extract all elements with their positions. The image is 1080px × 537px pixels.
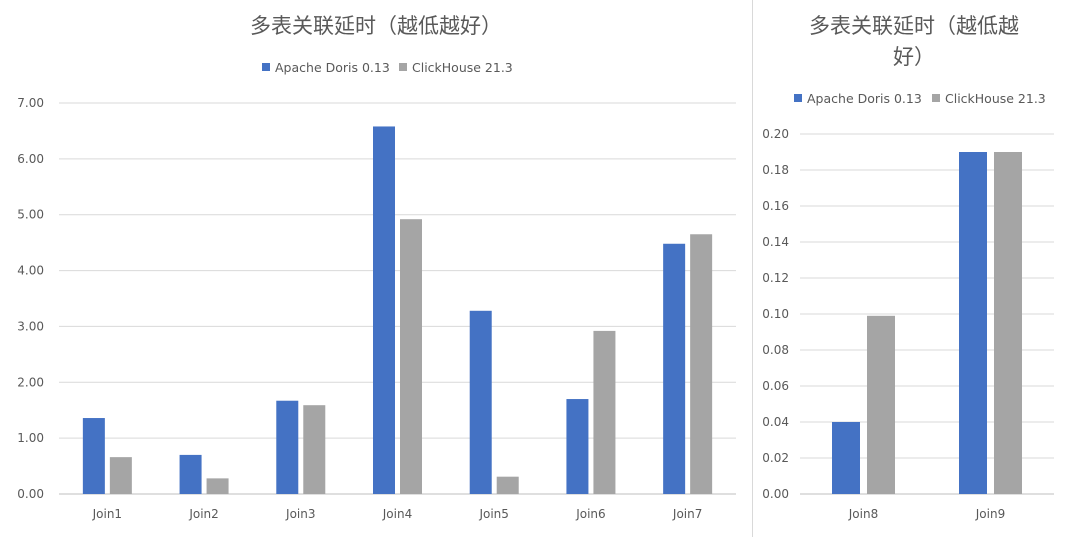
x-category-label: Join8 xyxy=(848,507,878,521)
bar-join2-clickhouse xyxy=(206,478,229,494)
y-tick-label: 7.00 xyxy=(17,96,44,110)
y-tick-label: 0.16 xyxy=(762,199,789,213)
x-category-label: Join1 xyxy=(92,507,122,521)
y-tick-label: 2.00 xyxy=(17,375,44,389)
chart-title-line: 好） xyxy=(893,45,935,69)
bar-join9-doris xyxy=(959,152,987,494)
bar-join1-clickhouse xyxy=(109,457,132,494)
legend-label-clickhouse: ClickHouse 21.3 xyxy=(945,91,1046,106)
y-tick-label: 0.00 xyxy=(17,487,44,501)
chart-right-svg: 多表关联延时（越低越好） Apache Doris 0.13 ClickHouse … xyxy=(762,14,1054,521)
y-tick-label: 0.14 xyxy=(762,235,789,249)
legend-swatch-clickhouse xyxy=(932,94,940,102)
x-category-label: Join6 xyxy=(575,507,605,521)
chart-panel-left: 多表关联延时（越低越好） Apache Doris 0.13 ClickHouse … xyxy=(17,0,753,537)
bar-join8-clickhouse xyxy=(867,315,895,494)
y-tick-label: 1.00 xyxy=(17,431,44,445)
bar-join3-doris xyxy=(276,400,299,494)
y-tick-label: 0.18 xyxy=(762,163,789,177)
bar-join3-clickhouse xyxy=(303,405,326,494)
chart-title: 多表关联延时（越低越好） xyxy=(250,14,502,38)
bar-join1-doris xyxy=(82,418,105,494)
y-tick-label: 0.08 xyxy=(762,343,789,357)
legend-label-doris: Apache Doris 0.13 xyxy=(275,60,390,75)
bar-join2-doris xyxy=(179,454,202,494)
y-tick-label: 3.00 xyxy=(17,319,44,333)
legend-swatch-doris xyxy=(262,63,270,71)
bar-join9-clickhouse xyxy=(994,152,1022,494)
legend-swatch-doris xyxy=(794,94,802,102)
bar-join6-doris xyxy=(566,399,589,494)
y-tick-label: 0.12 xyxy=(762,271,789,285)
x-category-label: Join3 xyxy=(285,507,315,521)
bar-join4-clickhouse xyxy=(400,219,422,494)
x-category-label: Join9 xyxy=(975,507,1005,521)
bar-join5-clickhouse xyxy=(496,476,519,494)
y-tick-label: 0.00 xyxy=(762,487,789,501)
legend-label-doris: Apache Doris 0.13 xyxy=(807,91,922,106)
bar-join7-clickhouse xyxy=(690,234,713,494)
bar-join5-doris xyxy=(469,310,492,494)
y-tick-label: 0.20 xyxy=(762,127,789,141)
x-category-label: Join4 xyxy=(382,507,412,521)
chart-title-line: 多表关联延时（越低越 xyxy=(809,14,1019,38)
y-tick-label: 0.04 xyxy=(762,415,789,429)
y-tick-label: 0.02 xyxy=(762,451,789,465)
legend-label-clickhouse: ClickHouse 21.3 xyxy=(412,60,513,75)
x-category-label: Join7 xyxy=(672,507,702,521)
x-category-label: Join2 xyxy=(188,507,218,521)
bar-join8-doris xyxy=(832,422,860,494)
x-category-label: Join5 xyxy=(478,507,508,521)
bar-join7-doris xyxy=(663,243,686,494)
y-tick-label: 0.10 xyxy=(762,307,789,321)
y-tick-label: 5.00 xyxy=(17,208,44,222)
chart-left-svg: 多表关联延时（越低越好） Apache Doris 0.13 ClickHouse … xyxy=(17,14,736,521)
bar-join4-doris xyxy=(373,126,395,495)
legend-swatch-clickhouse xyxy=(399,63,407,71)
chart-panel-right: 多表关联延时（越低越 好） Apache Doris 0.13 ClickHouse … xyxy=(753,0,1080,537)
y-tick-label: 0.06 xyxy=(762,379,789,393)
y-tick-label: 4.00 xyxy=(17,264,44,278)
y-tick-label: 6.00 xyxy=(17,152,44,166)
bar-join6-clickhouse xyxy=(593,330,616,494)
